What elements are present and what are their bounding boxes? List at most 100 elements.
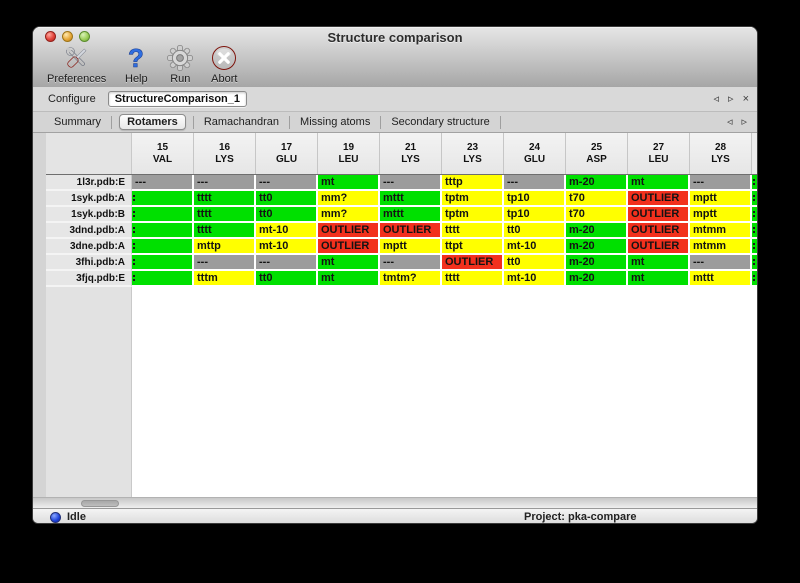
table-cell[interactable]: tttt [194, 207, 256, 223]
table-cell[interactable]: --- [504, 175, 566, 191]
table-cell[interactable] [132, 223, 194, 239]
tabs-scroll-left-button[interactable]: ◃ [726, 116, 733, 128]
table-cell[interactable]: OUTLIER [628, 223, 690, 239]
zoom-button[interactable] [79, 31, 90, 42]
table-cell[interactable]: OUTLIER [628, 191, 690, 207]
table-cell-text: tttp [445, 176, 463, 188]
table-cell[interactable]: mt-10 [504, 239, 566, 255]
tab-summary[interactable]: Summary [54, 116, 102, 128]
table-cell[interactable] [132, 207, 194, 223]
table-cell[interactable]: m-20 [566, 271, 628, 287]
table-cell[interactable]: mt-10 [256, 239, 318, 255]
toolbar-button-help[interactable]: ? Help [122, 44, 150, 85]
table-cell[interactable]: --- [194, 255, 256, 271]
table-cell[interactable] [132, 191, 194, 207]
table-cell[interactable]: tp10 [504, 191, 566, 207]
table-cell[interactable]: --- [132, 175, 194, 191]
table-cell[interactable]: mt [628, 255, 690, 271]
toolbar-button-run[interactable]: Run [166, 44, 194, 85]
table-cell[interactable] [132, 239, 194, 255]
tab-ramachandran[interactable]: Ramachandran [203, 116, 280, 128]
table-cell[interactable]: --- [380, 255, 442, 271]
row-label[interactable]: 1syk.pdb:A [46, 191, 132, 207]
minimize-button[interactable] [62, 31, 73, 42]
table-cell[interactable]: --- [690, 255, 752, 271]
table-cell[interactable]: ttpt [442, 239, 504, 255]
table-cell[interactable]: mt-10 [256, 223, 318, 239]
table-cell[interactable]: tptm [442, 191, 504, 207]
table-cell[interactable]: OUTLIER [318, 223, 380, 239]
pane-prev-button[interactable]: ◃ [713, 92, 720, 105]
table-cell[interactable]: m-20 [566, 223, 628, 239]
table-cell[interactable]: mt [628, 271, 690, 287]
table-cell[interactable]: tt0 [256, 207, 318, 223]
table-cell[interactable]: mt [628, 175, 690, 191]
table-cell[interactable]: t70 [566, 191, 628, 207]
table-cell[interactable]: tptm [442, 207, 504, 223]
table-cell[interactable]: --- [256, 175, 318, 191]
horizontal-scrollbar[interactable] [33, 497, 757, 508]
table-cell[interactable]: mt-10 [504, 271, 566, 287]
tab-secondary-structure[interactable]: Secondary structure [391, 116, 490, 128]
tabs-scroll-right-button[interactable]: ▹ [741, 116, 747, 128]
table-cell[interactable]: mttp [194, 239, 256, 255]
table-cell[interactable]: t70 [566, 207, 628, 223]
scrollbar-thumb[interactable] [81, 500, 119, 507]
table-cell[interactable]: mptt [380, 239, 442, 255]
toolbar-button-preferences[interactable]: Preferences [47, 44, 106, 85]
pane-close-button[interactable]: × [742, 92, 749, 105]
table-cell[interactable]: tttm [194, 271, 256, 287]
table-cell[interactable]: OUTLIER [628, 239, 690, 255]
table-cell[interactable]: mm? [318, 191, 380, 207]
table-cell[interactable]: mttt [380, 207, 442, 223]
table-cell[interactable]: mttt [690, 271, 752, 287]
title-bar[interactable]: Structure comparison [33, 27, 757, 46]
table-cell[interactable] [132, 271, 194, 287]
row-label[interactable]: 3dnd.pdb:A [46, 223, 132, 239]
tab-rotamers[interactable]: Rotamers [119, 114, 186, 130]
table-cell[interactable]: tttt [194, 191, 256, 207]
table-cell[interactable]: tttt [194, 223, 256, 239]
table-cell[interactable]: mtmm [690, 239, 752, 255]
row-label[interactable]: 3dne.pdb:A [46, 239, 132, 255]
table-cell[interactable]: tttt [442, 223, 504, 239]
table-cell[interactable] [132, 255, 194, 271]
table-cell[interactable]: m-20 [566, 239, 628, 255]
pane-next-button[interactable]: ▹ [728, 92, 734, 105]
table-cell[interactable]: --- [256, 255, 318, 271]
table-cell[interactable]: tt0 [256, 271, 318, 287]
table-cell[interactable]: mm? [318, 207, 380, 223]
row-label[interactable]: 3fhi.pdb:A [46, 255, 132, 271]
table-cell[interactable]: mttt [380, 191, 442, 207]
table-cell[interactable]: OUTLIER [318, 239, 380, 255]
table-cell[interactable]: tmtm? [380, 271, 442, 287]
table-cell[interactable]: m-20 [566, 255, 628, 271]
close-button[interactable] [45, 31, 56, 42]
configuration-name-field[interactable]: StructureComparison_1 [107, 91, 248, 107]
table-cell[interactable]: mt [318, 271, 380, 287]
table-cell[interactable]: tt0 [504, 223, 566, 239]
toolbar-button-abort[interactable]: Abort [210, 44, 238, 85]
table-cell[interactable]: OUTLIER [442, 255, 504, 271]
table-cell[interactable]: tp10 [504, 207, 566, 223]
table-cell[interactable]: tt0 [504, 255, 566, 271]
table-cell-text: --- [693, 176, 704, 188]
row-label[interactable]: 1l3r.pdb:E [46, 175, 132, 191]
tab-missing-atoms[interactable]: Missing atoms [300, 116, 371, 128]
table-cell[interactable]: mt [318, 175, 380, 191]
table-cell[interactable]: tttp [442, 175, 504, 191]
table-cell[interactable]: --- [194, 175, 256, 191]
table-cell[interactable]: OUTLIER [628, 207, 690, 223]
table-cell[interactable]: mptt [690, 191, 752, 207]
table-cell[interactable]: OUTLIER [380, 223, 442, 239]
table-cell[interactable]: tttt [442, 271, 504, 287]
table-cell[interactable]: mtmm [690, 223, 752, 239]
table-cell[interactable]: --- [690, 175, 752, 191]
table-cell[interactable]: m-20 [566, 175, 628, 191]
table-cell[interactable]: mptt [690, 207, 752, 223]
table-cell[interactable]: mt [318, 255, 380, 271]
table-cell[interactable]: tt0 [256, 191, 318, 207]
row-label[interactable]: 1syk.pdb:B [46, 207, 132, 223]
table-cell[interactable]: --- [380, 175, 442, 191]
row-label[interactable]: 3fjq.pdb:E [46, 271, 132, 287]
